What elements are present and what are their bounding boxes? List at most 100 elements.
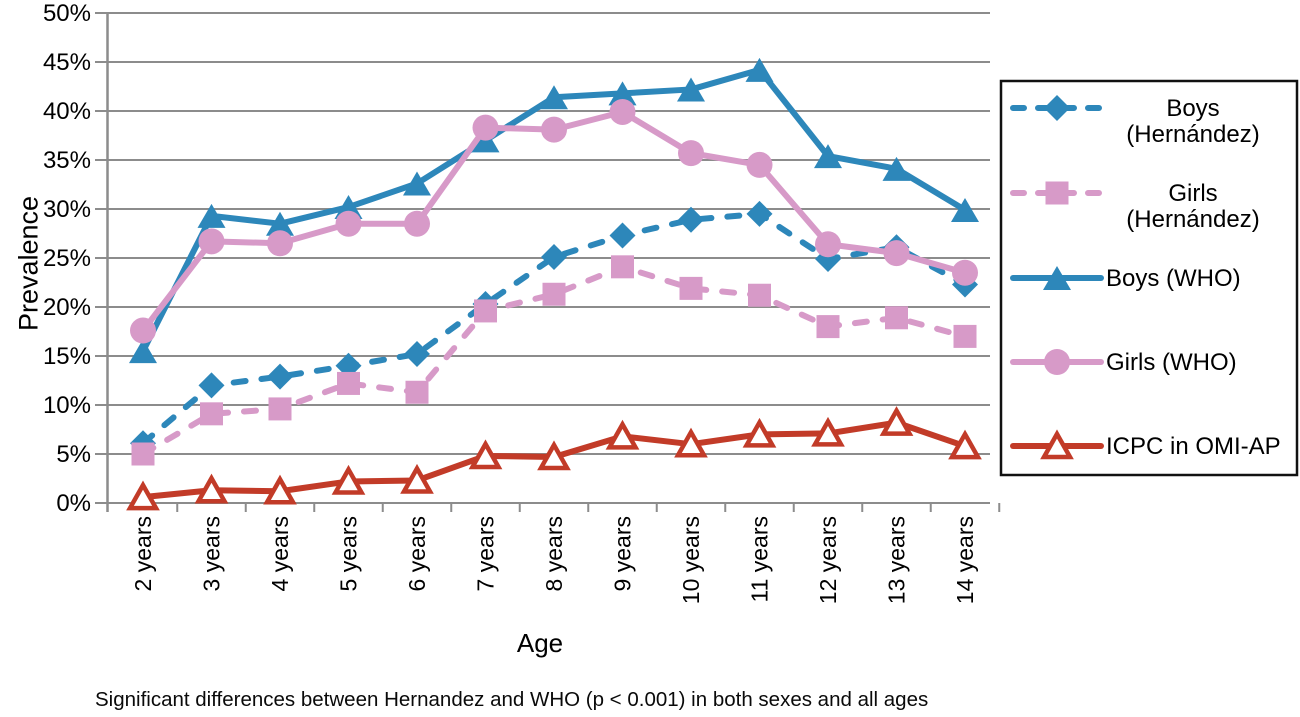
- square-marker: [748, 283, 771, 307]
- circle-marker: [541, 116, 567, 143]
- y-tick-label: 20%: [43, 294, 91, 321]
- open-triangle-marker: [1040, 429, 1074, 460]
- series-line: [140, 66, 968, 355]
- y-axis-labels: 0% 5% 10% 15% 20% 25% 30% 35% 40% 45% 50%: [43, 0, 91, 517]
- triangle-marker: [197, 203, 226, 228]
- legend-label: ICPC in OMI-AP: [1106, 433, 1281, 460]
- open-triangle-marker: [674, 427, 708, 458]
- diamond-marker: [1044, 95, 1070, 121]
- square-marker: [885, 306, 908, 330]
- diamond-marker: [678, 206, 704, 233]
- series-boys-who: [129, 57, 979, 364]
- x-tick-label: 4 years: [267, 516, 293, 591]
- series-boys-hern-ndez: [130, 200, 978, 457]
- x-tick-label: 9 years: [610, 516, 636, 591]
- y-tick-label: 10%: [43, 392, 91, 419]
- y-tick-label: 45%: [43, 49, 91, 76]
- x-axis-ticks: [176, 503, 1001, 512]
- triangle-marker: [608, 81, 637, 106]
- circle-marker: [609, 98, 636, 125]
- open-triangle-marker: [331, 464, 366, 495]
- square-marker: [474, 299, 497, 323]
- triangle-marker: [882, 156, 911, 181]
- legend-label: Boys: [1166, 95, 1219, 122]
- square-marker: [337, 371, 360, 395]
- x-tick-label: 6 years: [404, 516, 430, 591]
- x-tick-label: 13 years: [884, 516, 910, 604]
- triangle-marker: [951, 197, 979, 222]
- circle-marker: [335, 210, 362, 237]
- open-triangle-marker: [537, 440, 571, 471]
- y-tick-label: 40%: [43, 98, 91, 125]
- open-triangle-marker: [126, 480, 160, 511]
- open-triangle-marker: [263, 474, 297, 505]
- square-marker: [816, 315, 840, 339]
- circle-marker: [1044, 349, 1070, 375]
- square-marker: [405, 380, 429, 404]
- legend-item-icpc-in-omi-ap: ICPC in OMI-AP: [1010, 429, 1281, 460]
- diamond-marker: [541, 244, 567, 271]
- triangle-marker: [129, 339, 157, 364]
- open-triangle-marker: [194, 473, 229, 504]
- legend-item-boys-hern-ndez: Boys(Hernández): [1010, 95, 1260, 148]
- legend: Boys(Hernández)Girls(Hernández)Boys (WHO…: [999, 79, 1299, 477]
- open-triangle-marker: [948, 429, 982, 460]
- legend-label: Girls (WHO): [1106, 349, 1237, 376]
- open-triangle-marker: [811, 416, 845, 447]
- diamond-marker: [267, 363, 293, 390]
- diamond-marker: [746, 200, 773, 227]
- legend-label: (Hernández): [1126, 206, 1259, 233]
- x-tick-label: 5 years: [336, 516, 362, 591]
- circle-marker: [678, 140, 704, 167]
- x-axis-labels: 2 years 3 years 4 years 5 years 6 years 7 yea…: [130, 516, 978, 604]
- circle-marker: [883, 240, 910, 267]
- circle-marker: [815, 231, 841, 258]
- circle-marker: [404, 210, 430, 237]
- y-tick-label: 15%: [43, 343, 91, 370]
- triangle-marker: [745, 57, 774, 82]
- x-tick-label: 7 years: [473, 516, 499, 591]
- open-triangle-marker: [742, 417, 777, 448]
- series-icpc-in-omi-ap: [126, 406, 982, 511]
- square-marker: [611, 255, 634, 279]
- series-girls-who: [130, 98, 978, 344]
- diamond-marker: [609, 222, 636, 249]
- legend-label: Girls: [1168, 180, 1217, 207]
- square-marker: [1045, 181, 1069, 205]
- legend-label: Boys (WHO): [1106, 265, 1241, 292]
- x-tick-label: 14 years: [952, 516, 978, 604]
- triangle-marker: [677, 77, 705, 102]
- circle-marker: [952, 259, 978, 286]
- legend-label: (Hernández): [1126, 121, 1259, 148]
- open-triangle-marker: [468, 439, 503, 470]
- legend-item-girls-who: Girls (WHO): [1010, 349, 1237, 376]
- x-axis-title: Age: [516, 628, 564, 658]
- diamond-marker: [815, 245, 841, 272]
- series-girls-hern-ndez: [131, 255, 977, 466]
- square-marker: [200, 402, 223, 426]
- triangle-marker: [540, 85, 568, 110]
- circle-marker: [198, 228, 225, 255]
- x-tick-label: 10 years: [678, 516, 704, 604]
- open-triangle-marker: [879, 406, 914, 436]
- legend-item-girls-hern-ndez: Girls(Hernández): [1010, 180, 1260, 233]
- line-chart-canvas: 0% 5% 10% 15% 20% 25% 30% 35% 40% 45% 50% 2 years 3 …: [43, 0, 1299, 604]
- square-marker: [542, 282, 566, 306]
- diamond-marker: [404, 341, 430, 368]
- triangle-marker: [1043, 266, 1071, 290]
- square-marker: [131, 442, 155, 466]
- open-triangle-marker: [400, 463, 434, 494]
- square-marker: [268, 397, 292, 421]
- square-marker: [679, 276, 703, 300]
- circle-marker: [472, 114, 499, 141]
- x-tick-label: 8 years: [541, 516, 567, 591]
- y-tick-label: 25%: [43, 245, 91, 272]
- open-triangle-marker: [605, 419, 640, 450]
- triangle-marker: [814, 144, 842, 169]
- triangle-marker: [403, 171, 431, 196]
- y-tick-label: 0%: [56, 490, 91, 517]
- x-tick-label: 12 years: [815, 516, 841, 604]
- circle-marker: [267, 230, 293, 257]
- y-tick-label: 35%: [43, 147, 91, 174]
